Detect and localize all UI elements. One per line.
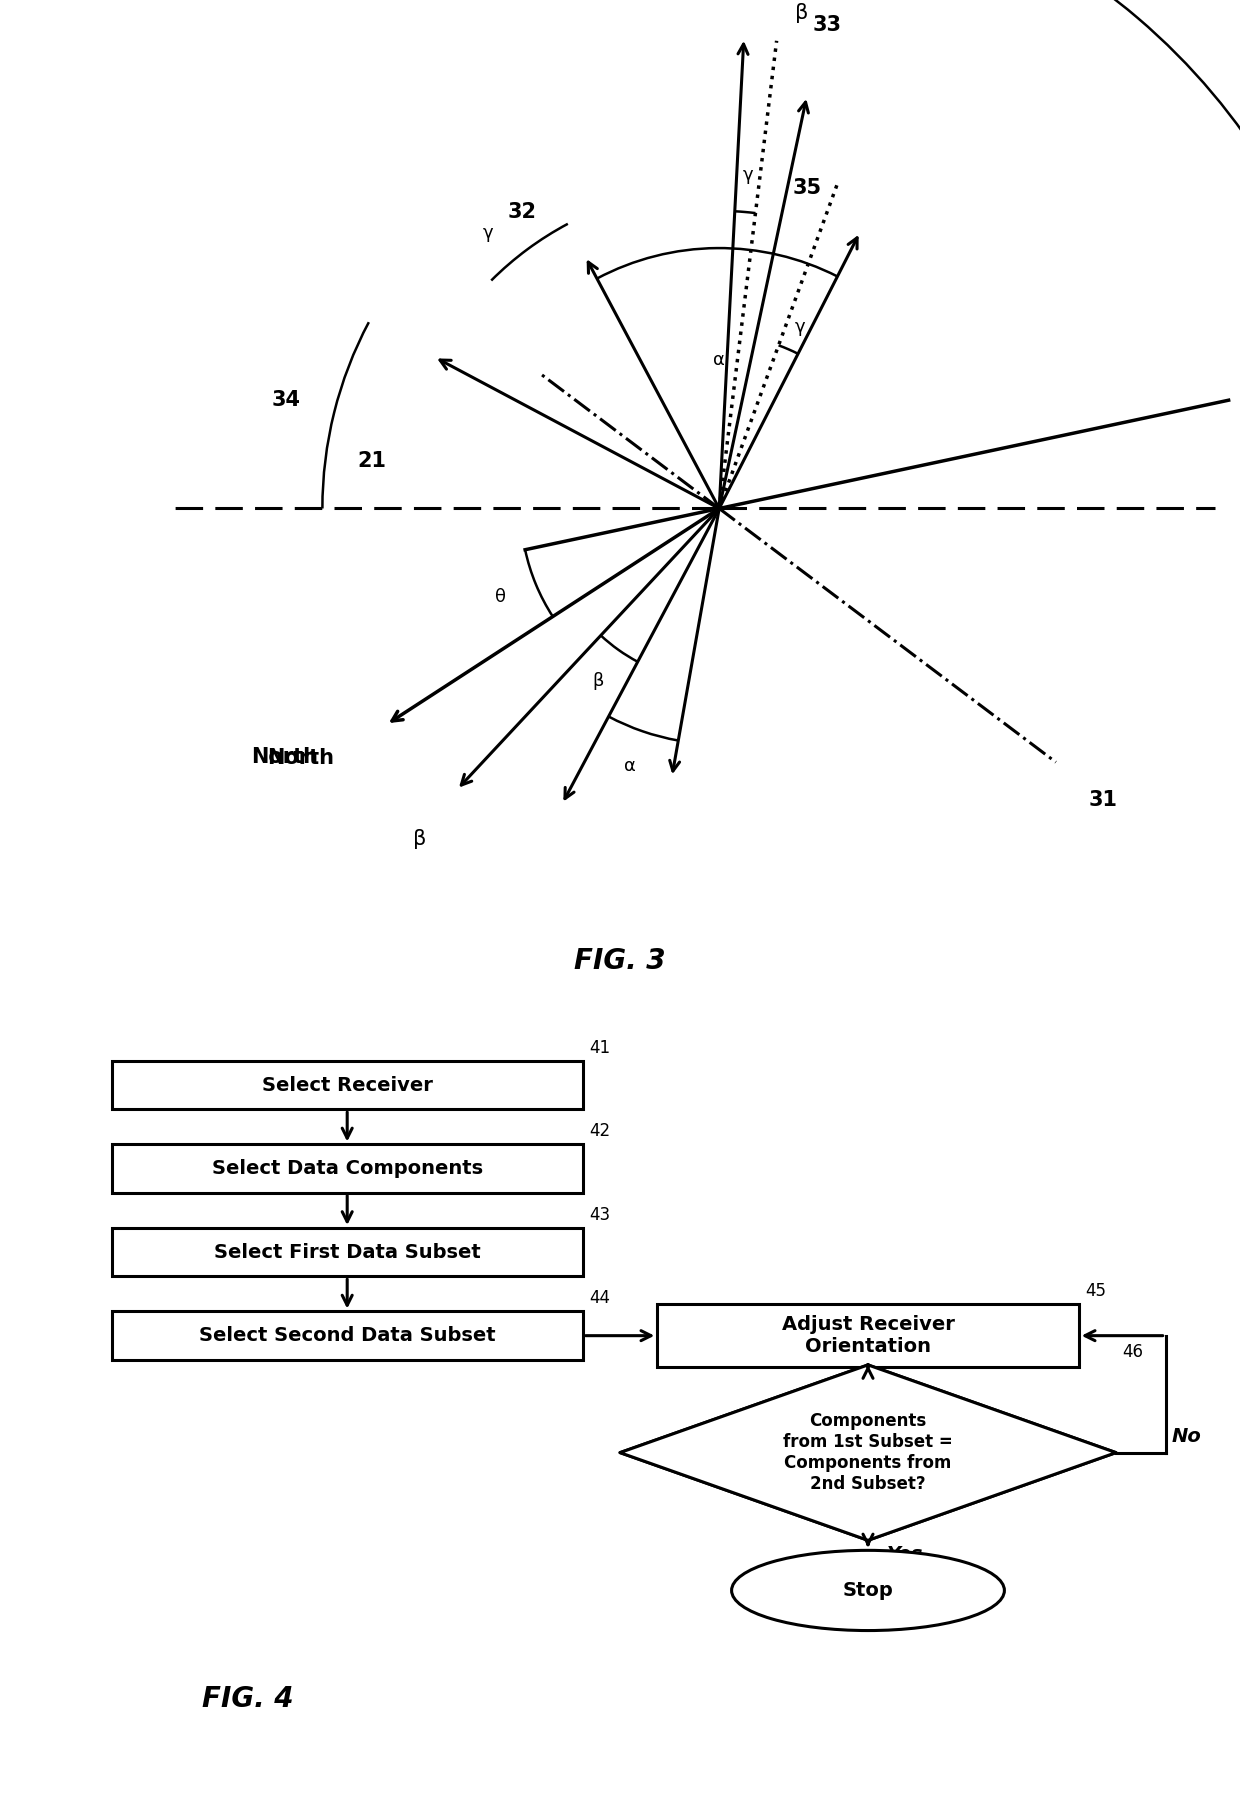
Text: γ: γ bbox=[743, 165, 754, 183]
Text: 42: 42 bbox=[589, 1122, 610, 1140]
Text: β: β bbox=[593, 672, 604, 690]
Text: Select Second Data Subset: Select Second Data Subset bbox=[198, 1326, 496, 1346]
Polygon shape bbox=[620, 1366, 1116, 1540]
Text: FIG. 3: FIG. 3 bbox=[574, 946, 666, 975]
FancyBboxPatch shape bbox=[112, 1228, 583, 1277]
Text: α: α bbox=[625, 757, 636, 775]
Text: 43: 43 bbox=[589, 1206, 610, 1224]
Text: Stop: Stop bbox=[843, 1582, 893, 1600]
Text: 44: 44 bbox=[589, 1289, 610, 1308]
FancyBboxPatch shape bbox=[112, 1311, 583, 1360]
Text: 35: 35 bbox=[792, 178, 822, 198]
FancyBboxPatch shape bbox=[112, 1061, 583, 1110]
Text: 21: 21 bbox=[357, 452, 387, 472]
Text: Components
from 1st Subset =
Components from
2nd Subset?: Components from 1st Subset = Components … bbox=[784, 1413, 952, 1493]
Text: 32: 32 bbox=[507, 202, 537, 222]
Text: α: α bbox=[713, 350, 725, 369]
Ellipse shape bbox=[732, 1551, 1004, 1631]
Text: 41: 41 bbox=[589, 1039, 610, 1057]
Text: Adjust Receiver
Orientation: Adjust Receiver Orientation bbox=[781, 1315, 955, 1357]
Text: γ: γ bbox=[482, 223, 494, 242]
Text: θ: θ bbox=[495, 588, 506, 607]
Text: Yes: Yes bbox=[887, 1544, 923, 1564]
Text: 33: 33 bbox=[812, 15, 842, 35]
Text: 31: 31 bbox=[1089, 790, 1117, 810]
Text: Select First Data Subset: Select First Data Subset bbox=[213, 1242, 481, 1262]
Text: No: No bbox=[1172, 1427, 1202, 1446]
Text: 34: 34 bbox=[272, 390, 300, 410]
FancyBboxPatch shape bbox=[657, 1304, 1079, 1367]
Text: β: β bbox=[413, 830, 427, 850]
Text: β: β bbox=[795, 4, 808, 24]
Text: Select Data Components: Select Data Components bbox=[212, 1159, 482, 1179]
FancyBboxPatch shape bbox=[112, 1144, 583, 1193]
Text: 45: 45 bbox=[1085, 1282, 1106, 1300]
Text: γ: γ bbox=[795, 318, 805, 336]
Text: North: North bbox=[268, 748, 335, 768]
Text: 46: 46 bbox=[1122, 1342, 1143, 1360]
Text: FIG. 4: FIG. 4 bbox=[202, 1685, 294, 1712]
Text: Select Receiver: Select Receiver bbox=[262, 1075, 433, 1095]
Text: North: North bbox=[250, 746, 317, 766]
